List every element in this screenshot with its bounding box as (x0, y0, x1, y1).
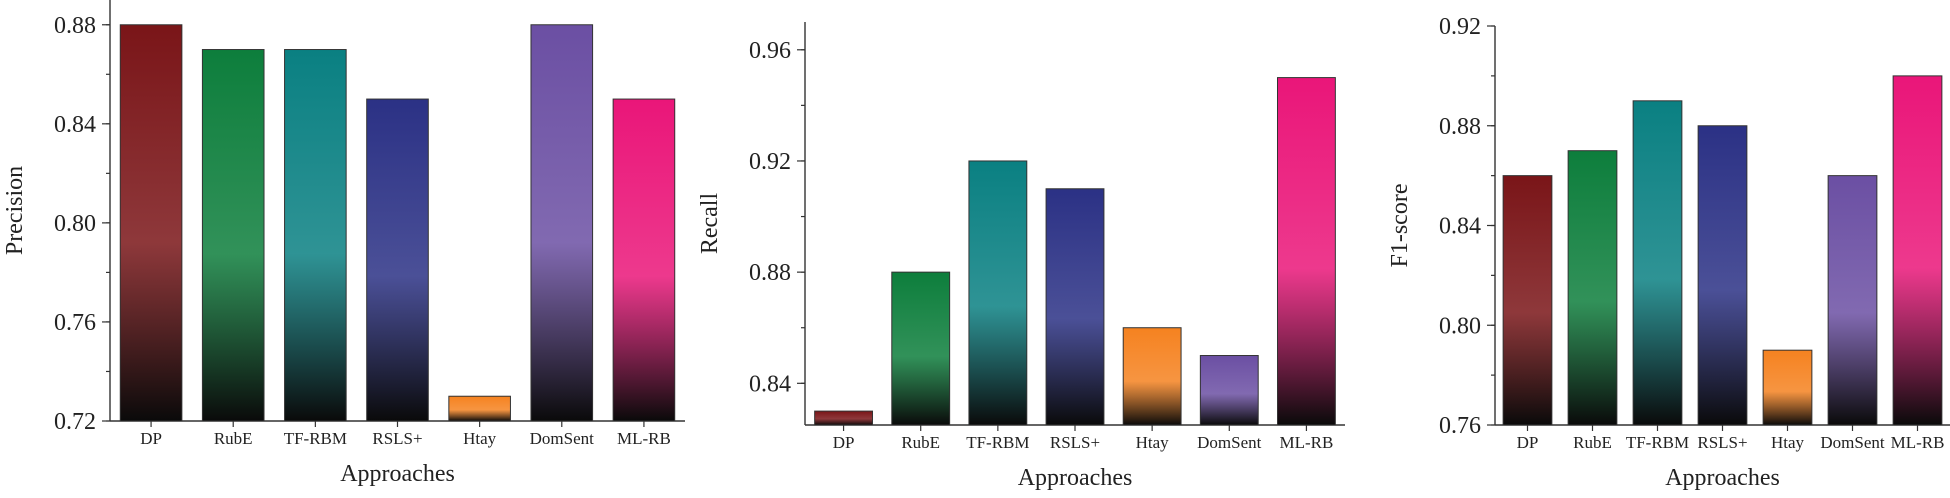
x-tick-label-tf-rbm: TF-RBM (966, 433, 1029, 452)
x-tick-label-domsent: DomSent (1197, 433, 1262, 452)
y-tick-label: 0.84 (54, 112, 96, 138)
bar-dp (814, 410, 874, 426)
bar-htay (448, 395, 511, 422)
y-tick-label: 0.76 (1439, 413, 1481, 439)
x-axis-title: Approaches (1018, 465, 1133, 491)
x-tick-label-htay: Htay (1136, 433, 1170, 452)
x-tick-label-dp: DP (833, 433, 855, 452)
bar-ml-rb (612, 98, 676, 422)
panel-precision: 0.72 0.76 0.80 0.84 0.88 DP RubE TF-RBM RSLS+ Hta… (2, 0, 685, 487)
y-axis-title: Recall (697, 193, 723, 255)
bar-rube (891, 271, 951, 426)
bar-domsent (1827, 175, 1878, 426)
x-tick-label-rube: RubE (1573, 433, 1612, 452)
x-tick-label-domsent: DomSent (530, 429, 595, 448)
y-tick-label: 0.88 (749, 260, 791, 286)
bar-rsls (1697, 125, 1748, 426)
x-tick-label-htay: Htay (463, 429, 497, 448)
x-tick-label-domsent: DomSent (1820, 433, 1885, 452)
y-tick-label: 0.72 (54, 409, 96, 435)
bar-tf-rbm (284, 49, 347, 422)
x-axis-title: Approaches (1665, 465, 1780, 491)
y-tick-label: 0.84 (749, 371, 791, 397)
bar-domsent (530, 24, 594, 422)
y-tick-label: 0.96 (749, 38, 791, 64)
bar-tf-rbm (968, 160, 1028, 426)
y-tick-label: 0.80 (1439, 313, 1481, 339)
bar-dp (1502, 175, 1553, 426)
bar-dp (119, 24, 183, 422)
y-tick-label: 0.76 (54, 310, 96, 336)
x-tick-label-dp: DP (140, 429, 162, 448)
y-tick-label: 0.88 (1439, 114, 1481, 140)
y-tick-label: 0.92 (1439, 14, 1481, 40)
y-axis-title: F1-score (1387, 184, 1413, 268)
bar-htay (1122, 327, 1182, 426)
x-tick-label-rube: RubE (901, 433, 940, 452)
panel-recall: 0.84 0.88 0.92 0.96 DP RubE TF-RBM RSLS+ Htay Dom… (697, 22, 1345, 491)
bar-htay (1762, 349, 1813, 426)
x-tick-label-tf-rbm: TF-RBM (1626, 433, 1689, 452)
panel-f1-score: 0.76 0.80 0.84 0.88 0.92 DP RubE TF-RBM RSLS+ Hta… (1387, 14, 1950, 491)
x-tick-label-htay: Htay (1771, 433, 1805, 452)
x-tick-label-rsls: RSLS+ (1050, 433, 1100, 452)
y-tick-label: 0.88 (54, 13, 96, 39)
y-tick-label: 0.84 (1439, 214, 1481, 240)
x-tick-label-ml-rb: ML-RB (1280, 433, 1334, 452)
bar-domsent (1199, 355, 1259, 426)
bar-rube (201, 49, 265, 422)
bar-rsls (366, 98, 429, 422)
x-tick-label-rsls: RSLS+ (372, 429, 422, 448)
x-tick-label-ml-rb: ML-RB (1891, 433, 1945, 452)
bar-rube (1567, 150, 1618, 426)
bar-rsls (1045, 188, 1105, 426)
bar-tf-rbm (1632, 100, 1683, 426)
y-tick-label: 0.92 (749, 149, 791, 175)
x-axis-title: Approaches (340, 461, 455, 487)
bar-ml-rb (1277, 77, 1336, 426)
y-axis-title: Precision (2, 166, 28, 255)
x-tick-label-dp: DP (1517, 433, 1539, 452)
x-tick-label-rsls: RSLS+ (1697, 433, 1747, 452)
bar-ml-rb (1892, 75, 1943, 426)
x-tick-label-tf-rbm: TF-RBM (284, 429, 347, 448)
y-tick-label: 0.80 (54, 211, 96, 237)
x-tick-label-rube: RubE (214, 429, 253, 448)
x-tick-label-ml-rb: ML-RB (617, 429, 671, 448)
